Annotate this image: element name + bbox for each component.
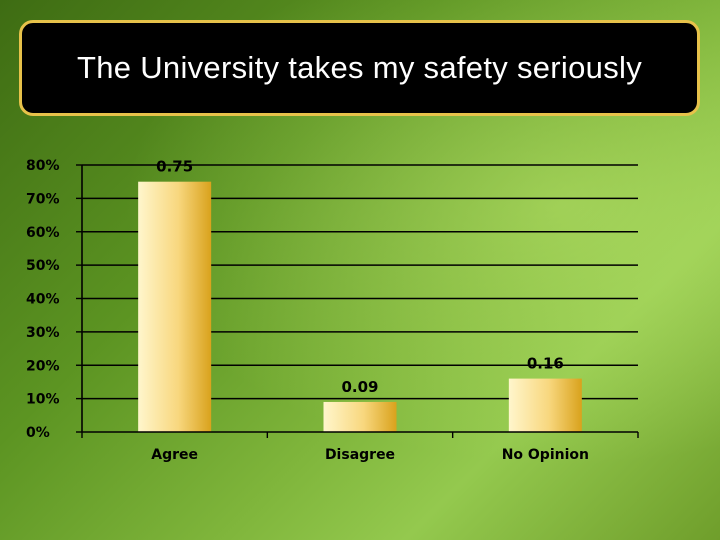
y-tick-label: 70% bbox=[26, 191, 60, 207]
chart-title: The University takes my safety seriously bbox=[76, 50, 642, 85]
labels: 0% 10% 20% 30% 40% 50% 60% 70% 80% 0.75 Agree 0.09 D… bbox=[26, 158, 589, 463]
data-label: 0.16 bbox=[527, 355, 564, 373]
y-tick-label: 40% bbox=[26, 292, 60, 308]
bar bbox=[138, 181, 212, 432]
y-tick-label: 80% bbox=[26, 158, 60, 174]
y-tick-label: 20% bbox=[26, 358, 60, 374]
bars bbox=[138, 181, 582, 432]
data-label: 0.75 bbox=[156, 158, 193, 176]
bar bbox=[508, 378, 582, 432]
y-tick-label: 10% bbox=[26, 392, 60, 408]
data-label: 0.09 bbox=[341, 378, 378, 396]
category-label: Disagree bbox=[325, 447, 395, 463]
y-tick-label: 50% bbox=[26, 258, 60, 274]
category-label: No Opinion bbox=[502, 447, 589, 463]
y-tick-label: 0% bbox=[26, 425, 50, 441]
y-tick-label: 60% bbox=[26, 225, 60, 241]
axes bbox=[76, 164, 639, 438]
category-label: Agree bbox=[151, 447, 198, 463]
bar bbox=[323, 401, 397, 432]
y-tick-label: 30% bbox=[26, 325, 60, 341]
title-box: The University takes my safety seriously bbox=[19, 20, 700, 116]
